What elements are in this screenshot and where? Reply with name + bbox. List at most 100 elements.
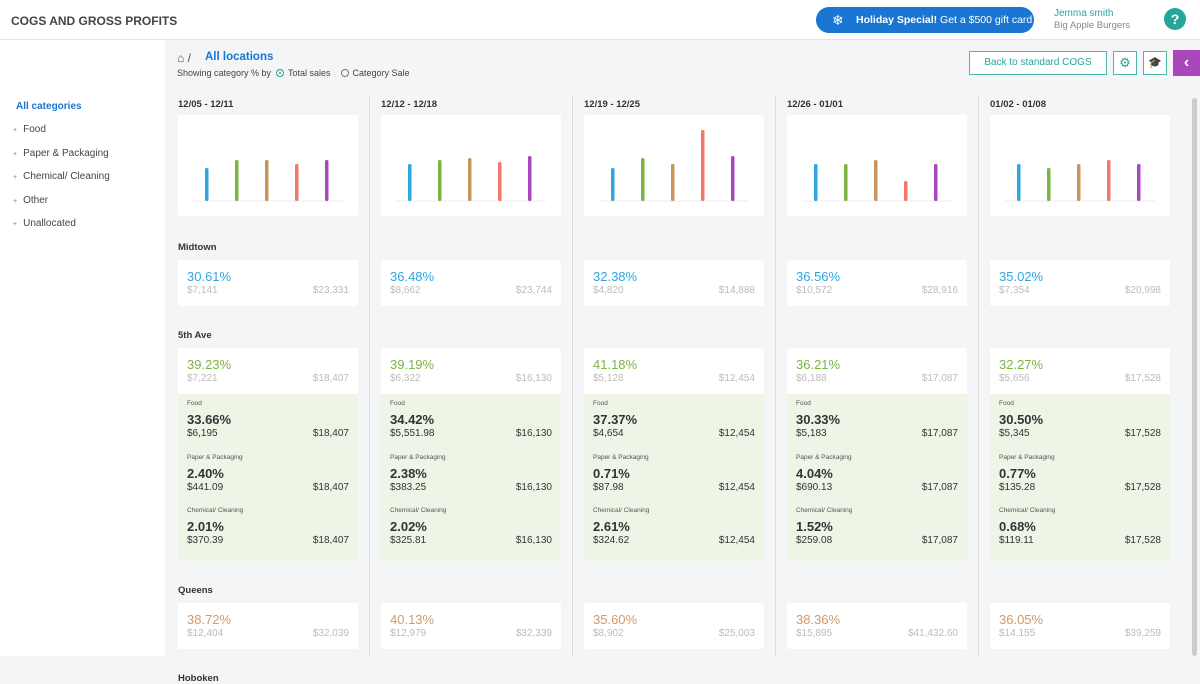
cost: $5,128 — [593, 373, 624, 384]
location-card[interactable]: 40.13% $12,979 $32,339 — [381, 602, 561, 649]
location-card[interactable]: 35.02% $7,354 $20,998 — [990, 260, 1170, 306]
category-cost: $5,183 — [796, 428, 827, 439]
cost: $7,221 — [187, 373, 218, 384]
sales: $16,130 — [515, 373, 552, 384]
category-sales: $12,454 — [718, 428, 755, 439]
sidebar-item[interactable]: + Food — [13, 124, 46, 135]
category-name: Food — [593, 400, 608, 407]
sales: $23,331 — [312, 285, 349, 296]
bar — [844, 164, 848, 201]
column-separator — [775, 96, 776, 656]
category-breakdown: Food 37.37% $4,654 $12,454 Paper & Packaging… — [584, 394, 764, 561]
location-card[interactable]: 36.56% $10,572 $28,916 — [787, 260, 967, 306]
location-card[interactable]: 36.21% $6,188 $17,087 Food 30.33% $5,183 $17,0… — [787, 348, 967, 561]
collapse-button[interactable]: ‹ — [1173, 50, 1200, 76]
sales: $25,003 — [718, 627, 755, 639]
location-card[interactable]: 30.61% $7,141 $23,331 — [178, 260, 358, 306]
mini-bar-chart — [599, 130, 749, 202]
percent: 36.48% — [390, 269, 435, 284]
bar — [265, 160, 269, 201]
sidebar-item[interactable]: + Paper & Packaging — [13, 148, 109, 159]
percent: 35.02% — [999, 269, 1044, 284]
category-percent: 30.33% — [796, 412, 841, 427]
radio-option[interactable]: Total sales — [276, 68, 331, 78]
location-card[interactable]: 39.23% $7,221 $18,407 Food 33.66% $6,195 $18,4… — [178, 348, 358, 561]
category-cost: $5,345 — [999, 428, 1030, 439]
sidebar-item[interactable]: + Chemical/ Cleaning — [13, 171, 110, 182]
mini-bar-chart — [1005, 160, 1155, 202]
category-sales: $16,130 — [515, 481, 552, 493]
category-percent: 4.04% — [796, 465, 833, 481]
promo-button[interactable]: ❄ Holiday Special! Get a $500 gift card — [816, 7, 1034, 33]
promo-bold: Holiday Special! — [856, 14, 938, 26]
user-name[interactable]: Jemma smith — [1054, 8, 1114, 19]
location-card[interactable]: 38.36% $15,895 $41,432.60 — [787, 602, 967, 649]
category-percent: 37.37% — [593, 412, 638, 427]
bar — [438, 160, 442, 201]
bar — [468, 158, 472, 201]
location-name: Hoboken — [178, 672, 219, 684]
location-name: 5th Ave — [178, 330, 212, 341]
location-card[interactable]: 32.27% $5,656 $17,528 Food 30.50% $5,345 $17,5… — [990, 348, 1170, 561]
category-sales: $16,130 — [515, 535, 552, 546]
category-sales: $17,087 — [921, 535, 958, 546]
week-label: 12/26 - 01/01 — [787, 99, 843, 110]
week-label: 12/19 - 12/25 — [584, 99, 640, 110]
percent: 35.60% — [593, 611, 638, 627]
location-card[interactable]: 38.72% $12,404 $32,039 — [178, 602, 358, 649]
cost: $7,354 — [999, 285, 1030, 296]
sales: $20,998 — [1124, 285, 1161, 296]
location-card[interactable]: 32.38% $4,820 $14,888 — [584, 260, 764, 306]
cost: $12,979 — [390, 627, 427, 639]
percent: 36.21% — [796, 357, 841, 372]
breadcrumb[interactable]: All locations — [205, 51, 274, 63]
expand-icon: + — [13, 197, 18, 205]
sidebar-item-label: Unallocated — [23, 218, 76, 229]
company-name: Big Apple Burgers — [1054, 20, 1131, 31]
location-card[interactable]: 41.18% $5,128 $12,454 Food 37.37% $4,654 $12,4… — [584, 348, 764, 561]
app-title: COGS AND GROSS PROFITS — [11, 14, 178, 28]
category-name: Food — [390, 400, 405, 407]
bar — [701, 130, 705, 201]
bar — [934, 164, 938, 201]
bar — [408, 164, 412, 201]
learn-button[interactable]: 🎓 — [1143, 51, 1167, 75]
percent: 32.27% — [999, 357, 1044, 372]
help-button[interactable]: ? — [1164, 8, 1186, 30]
category-percent: 2.61% — [593, 519, 630, 534]
category-percent: 30.50% — [999, 412, 1044, 427]
location-card[interactable]: 36.05% $14,155 $39,259 — [990, 602, 1170, 649]
column-separator — [369, 96, 370, 656]
location-card[interactable]: 35.60% $8,902 $25,003 — [584, 602, 764, 649]
category-name: Paper & Packaging — [796, 453, 852, 461]
category-sales: $17,087 — [921, 481, 958, 493]
category-name: Paper & Packaging — [999, 453, 1055, 461]
location-card[interactable]: 39.19% $6,322 $16,130 Food 34.42% $5,551.98 $1… — [381, 348, 561, 561]
radio-option[interactable]: Category Sale — [340, 68, 410, 78]
category-sales: $18,407 — [312, 428, 349, 439]
cost: $7,141 — [187, 285, 218, 296]
sidebar-item[interactable]: + Unallocated — [13, 218, 76, 229]
settings-button[interactable]: ⚙ — [1113, 51, 1137, 75]
bar — [814, 164, 818, 201]
percent: 39.23% — [187, 357, 232, 372]
category-sales: $18,407 — [312, 535, 349, 546]
sidebar-item-label: Chemical/ Cleaning — [23, 171, 110, 182]
sales: $12,454 — [718, 373, 755, 384]
sales: $32,339 — [515, 627, 552, 639]
mini-bar-chart — [802, 160, 952, 202]
week-label: 01/02 - 01/08 — [990, 99, 1046, 110]
location-card[interactable]: 36.48% $8,662 $23,744 — [381, 260, 561, 306]
bar — [874, 160, 878, 201]
sales: $32,039 — [312, 627, 349, 639]
category-cost: $4,654 — [593, 428, 624, 439]
bar — [295, 164, 299, 201]
sidebar-title[interactable]: All categories — [16, 101, 82, 112]
home-icon[interactable]: ⌂ / — [177, 51, 191, 65]
back-button[interactable]: Back to standard COGS — [969, 51, 1107, 75]
category-breakdown: Food 30.33% $5,183 $17,087 Paper & Packaging… — [787, 394, 967, 561]
sidebar-item[interactable]: + Other — [13, 195, 48, 206]
category-percent: 2.01% — [187, 519, 224, 534]
category-cost: $5,551.98 — [390, 428, 435, 439]
